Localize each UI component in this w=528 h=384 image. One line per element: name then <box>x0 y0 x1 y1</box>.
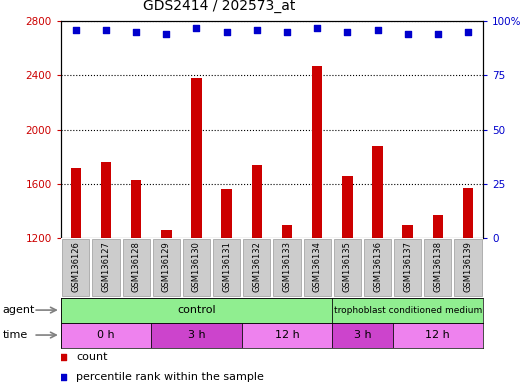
Bar <box>432 215 443 238</box>
Bar <box>191 78 202 238</box>
Bar <box>61 298 332 323</box>
Bar <box>183 239 210 296</box>
Bar <box>213 239 240 296</box>
Text: count: count <box>76 352 107 362</box>
Bar <box>243 239 270 296</box>
Text: agent: agent <box>3 305 35 315</box>
Text: GSM136132: GSM136132 <box>252 241 261 292</box>
Text: GSM136130: GSM136130 <box>192 241 201 292</box>
Text: 12 h: 12 h <box>275 330 299 340</box>
Text: GSM136138: GSM136138 <box>433 241 442 292</box>
Text: trophoblast conditioned medium: trophoblast conditioned medium <box>334 306 482 314</box>
Text: 3 h: 3 h <box>354 330 371 340</box>
Text: GDS2414 / 202573_at: GDS2414 / 202573_at <box>143 0 295 13</box>
Point <box>206 114 215 120</box>
Point <box>206 296 215 303</box>
Point <box>433 31 442 37</box>
Point <box>464 29 472 35</box>
Point <box>252 27 261 33</box>
Bar <box>161 230 172 238</box>
Bar <box>71 167 81 238</box>
Point <box>72 27 80 33</box>
Bar <box>342 176 353 238</box>
Point <box>132 29 140 35</box>
Bar <box>62 239 89 296</box>
Bar <box>402 225 413 238</box>
Text: GSM136129: GSM136129 <box>162 241 171 292</box>
Point <box>162 31 171 37</box>
Bar <box>455 239 482 296</box>
Text: 0 h: 0 h <box>97 330 115 340</box>
Point <box>192 25 201 31</box>
Bar <box>332 323 393 348</box>
Bar <box>153 239 180 296</box>
Point <box>283 29 291 35</box>
Text: GSM136139: GSM136139 <box>464 241 473 292</box>
Point <box>222 29 231 35</box>
Bar <box>304 239 331 296</box>
Bar <box>122 239 150 296</box>
Bar <box>131 180 142 238</box>
Bar <box>393 323 483 348</box>
Text: time: time <box>3 330 28 340</box>
Text: percentile rank within the sample: percentile rank within the sample <box>76 372 264 382</box>
Bar <box>332 298 483 323</box>
Bar <box>425 239 451 296</box>
Bar <box>394 239 421 296</box>
Bar <box>334 239 361 296</box>
Bar <box>92 239 119 296</box>
Bar <box>251 165 262 238</box>
Bar <box>242 323 332 348</box>
Text: GSM136127: GSM136127 <box>101 241 110 292</box>
Bar <box>274 239 300 296</box>
Bar <box>463 188 473 238</box>
Point <box>373 27 382 33</box>
Text: GSM136135: GSM136135 <box>343 241 352 292</box>
Text: GSM136133: GSM136133 <box>282 241 291 292</box>
Point <box>102 27 110 33</box>
Point <box>343 29 352 35</box>
Bar <box>151 323 242 348</box>
Bar <box>101 162 111 238</box>
Point <box>313 25 322 31</box>
Text: 12 h: 12 h <box>426 330 450 340</box>
Text: GSM136137: GSM136137 <box>403 241 412 292</box>
Bar <box>312 66 323 238</box>
Bar <box>61 323 151 348</box>
Bar <box>364 239 391 296</box>
Text: GSM136136: GSM136136 <box>373 241 382 292</box>
Text: GSM136134: GSM136134 <box>313 241 322 292</box>
Bar <box>221 189 232 238</box>
Text: 3 h: 3 h <box>187 330 205 340</box>
Text: GSM136131: GSM136131 <box>222 241 231 292</box>
Text: GSM136128: GSM136128 <box>131 241 140 292</box>
Text: control: control <box>177 305 216 315</box>
Bar <box>372 146 383 238</box>
Point <box>403 31 412 37</box>
Text: GSM136126: GSM136126 <box>71 241 80 292</box>
Bar <box>282 225 293 238</box>
